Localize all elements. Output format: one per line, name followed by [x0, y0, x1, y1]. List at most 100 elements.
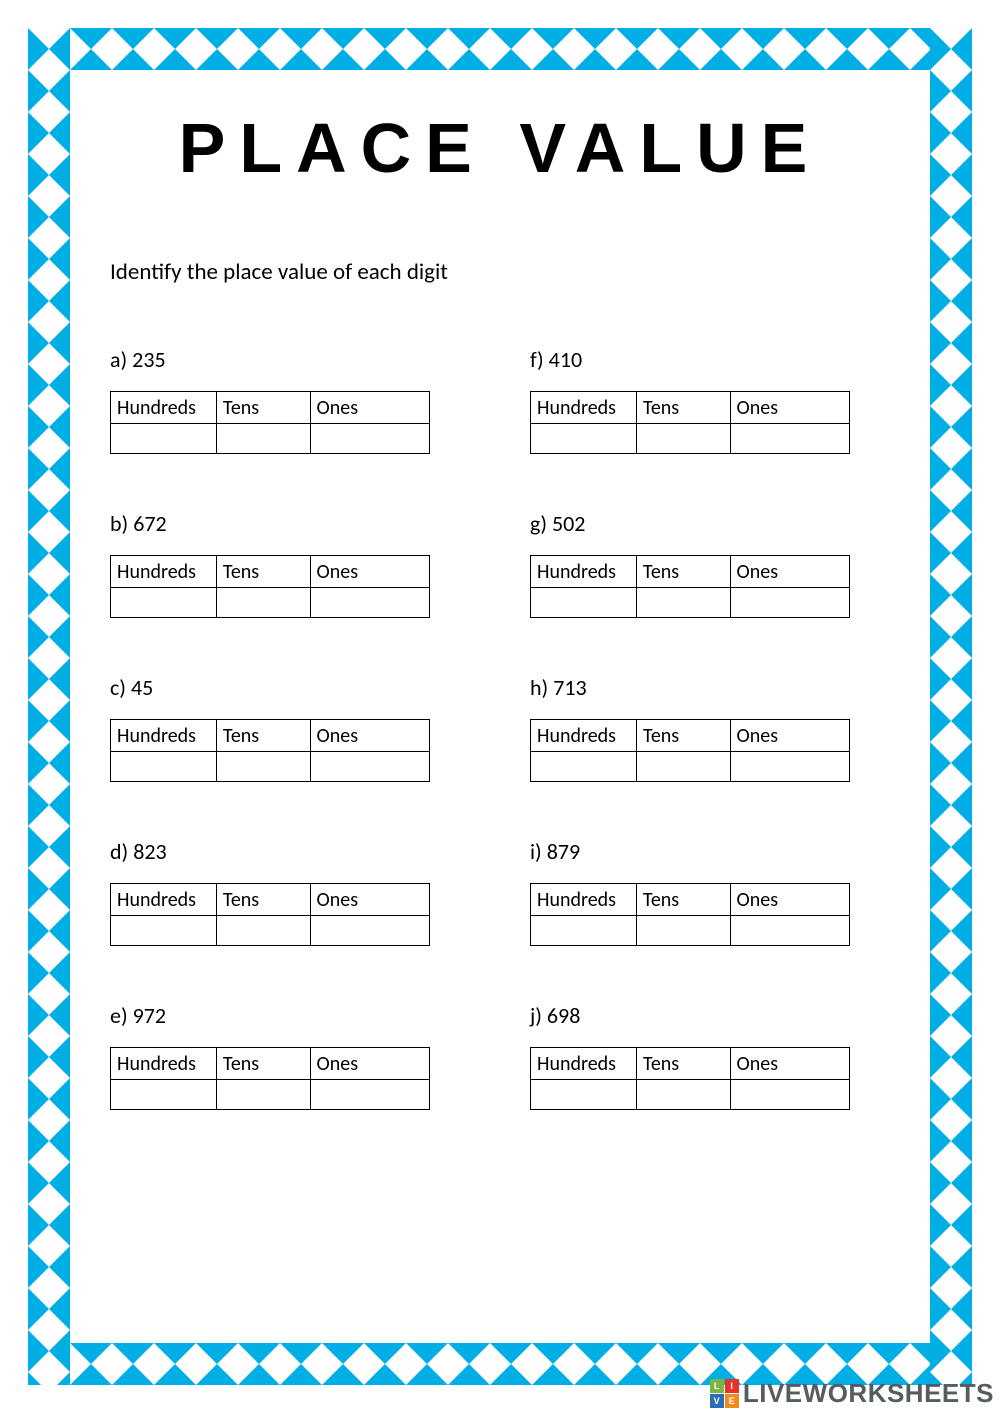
- problem-label: b) 672: [110, 510, 470, 537]
- answer-cell[interactable]: [730, 916, 850, 946]
- answer-cell[interactable]: [111, 752, 217, 782]
- col-tens: Tens: [636, 556, 730, 588]
- answer-cell[interactable]: [730, 588, 850, 618]
- col-hundreds: Hundreds: [111, 1048, 217, 1080]
- answer-cell[interactable]: [730, 424, 850, 454]
- col-hundreds: Hundreds: [531, 556, 637, 588]
- problem-e: e) 972 HundredsTensOnes: [110, 1002, 470, 1110]
- col-hundreds: Hundreds: [531, 1048, 637, 1080]
- answer-cell[interactable]: [216, 1080, 310, 1110]
- col-tens: Tens: [636, 884, 730, 916]
- col-ones: Ones: [310, 884, 430, 916]
- problem-label: d) 823: [110, 838, 470, 865]
- problem-f: f) 410 HundredsTensOnes: [530, 346, 890, 454]
- col-hundreds: Hundreds: [531, 884, 637, 916]
- problem-g: g) 502 HundredsTensOnes: [530, 510, 890, 618]
- place-value-table: HundredsTensOnes: [530, 883, 850, 946]
- worksheet-content: PLACE VALUE Identify the place value of …: [70, 70, 930, 1343]
- answer-cell[interactable]: [636, 424, 730, 454]
- problem-label: h) 713: [530, 674, 890, 701]
- problems-grid: a) 235 HundredsTensOnes f) 410 HundredsT…: [110, 346, 890, 1110]
- answer-cell[interactable]: [216, 588, 310, 618]
- col-tens: Tens: [636, 720, 730, 752]
- col-tens: Tens: [216, 720, 310, 752]
- answer-cell[interactable]: [531, 752, 637, 782]
- place-value-table: HundredsTensOnes: [530, 719, 850, 782]
- problem-label: c) 45: [110, 674, 470, 701]
- answer-cell[interactable]: [636, 752, 730, 782]
- answer-cell[interactable]: [310, 752, 430, 782]
- col-ones: Ones: [310, 720, 430, 752]
- problem-c: c) 45 HundredsTensOnes: [110, 674, 470, 782]
- answer-cell[interactable]: [111, 916, 217, 946]
- answer-cell[interactable]: [111, 1080, 217, 1110]
- place-value-table: HundredsTensOnes: [110, 555, 430, 618]
- border-top: [28, 28, 972, 70]
- answer-cell[interactable]: [730, 752, 850, 782]
- col-tens: Tens: [216, 1048, 310, 1080]
- answer-cell[interactable]: [531, 588, 637, 618]
- problem-i: i) 879 HundredsTensOnes: [530, 838, 890, 946]
- place-value-table: HundredsTensOnes: [530, 555, 850, 618]
- answer-cell[interactable]: [216, 916, 310, 946]
- answer-cell[interactable]: [636, 1080, 730, 1110]
- border-left: [28, 28, 70, 1385]
- answer-cell[interactable]: [111, 588, 217, 618]
- problem-label: f) 410: [530, 346, 890, 373]
- col-tens: Tens: [216, 556, 310, 588]
- answer-cell[interactable]: [216, 752, 310, 782]
- problem-h: h) 713 HundredsTensOnes: [530, 674, 890, 782]
- answer-cell[interactable]: [111, 424, 217, 454]
- answer-cell[interactable]: [636, 916, 730, 946]
- watermark-logo-icon: L I V E: [710, 1379, 739, 1408]
- col-tens: Tens: [216, 884, 310, 916]
- answer-cell[interactable]: [310, 1080, 430, 1110]
- answer-cell[interactable]: [216, 424, 310, 454]
- col-ones: Ones: [730, 556, 850, 588]
- instruction-text: Identify the place value of each digit: [110, 258, 890, 286]
- col-ones: Ones: [310, 1048, 430, 1080]
- col-ones: Ones: [730, 884, 850, 916]
- problem-d: d) 823 HundredsTensOnes: [110, 838, 470, 946]
- answer-cell[interactable]: [310, 588, 430, 618]
- col-ones: Ones: [310, 556, 430, 588]
- col-ones: Ones: [730, 1048, 850, 1080]
- col-hundreds: Hundreds: [111, 884, 217, 916]
- answer-cell[interactable]: [531, 1080, 637, 1110]
- col-hundreds: Hundreds: [111, 392, 217, 424]
- problem-a: a) 235 HundredsTensOnes: [110, 346, 470, 454]
- col-ones: Ones: [730, 720, 850, 752]
- problem-label: j) 698: [530, 1002, 890, 1029]
- answer-cell[interactable]: [310, 424, 430, 454]
- place-value-table: HundredsTensOnes: [530, 1047, 850, 1110]
- col-hundreds: Hundreds: [111, 556, 217, 588]
- problem-label: a) 235: [110, 346, 470, 373]
- place-value-table: HundredsTensOnes: [110, 719, 430, 782]
- page-title: PLACE VALUE: [110, 108, 890, 188]
- problem-label: e) 972: [110, 1002, 470, 1029]
- border-right: [930, 28, 972, 1385]
- problem-b: b) 672 HundredsTensOnes: [110, 510, 470, 618]
- answer-cell[interactable]: [531, 916, 637, 946]
- col-ones: Ones: [310, 392, 430, 424]
- answer-cell[interactable]: [310, 916, 430, 946]
- place-value-table: HundredsTensOnes: [110, 1047, 430, 1110]
- col-tens: Tens: [636, 1048, 730, 1080]
- problem-label: g) 502: [530, 510, 890, 537]
- place-value-table: HundredsTensOnes: [110, 883, 430, 946]
- col-hundreds: Hundreds: [531, 392, 637, 424]
- place-value-table: HundredsTensOnes: [110, 391, 430, 454]
- col-hundreds: Hundreds: [111, 720, 217, 752]
- problem-label: i) 879: [530, 838, 890, 865]
- answer-cell[interactable]: [531, 424, 637, 454]
- col-tens: Tens: [216, 392, 310, 424]
- watermark-text: LIVEWORKSHEETS: [743, 1378, 994, 1409]
- watermark: L I V E LIVEWORKSHEETS: [710, 1378, 994, 1409]
- col-tens: Tens: [636, 392, 730, 424]
- col-hundreds: Hundreds: [531, 720, 637, 752]
- place-value-table: HundredsTensOnes: [530, 391, 850, 454]
- col-ones: Ones: [730, 392, 850, 424]
- answer-cell[interactable]: [636, 588, 730, 618]
- problem-j: j) 698 HundredsTensOnes: [530, 1002, 890, 1110]
- answer-cell[interactable]: [730, 1080, 850, 1110]
